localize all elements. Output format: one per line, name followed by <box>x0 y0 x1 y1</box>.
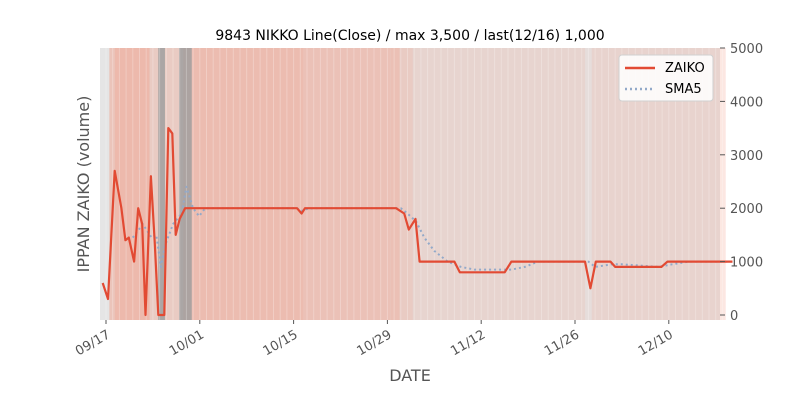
y-axis-label: IPPAN ZAIKO (volume) <box>74 96 93 273</box>
shade-band <box>191 48 304 320</box>
x-axis-label: DATE <box>389 366 431 385</box>
shade-band <box>412 48 586 320</box>
legend-label-sma5: SMA5 <box>665 82 702 97</box>
y-tick-label: 0 <box>730 309 738 324</box>
chart-title: 9843 NIKKO Line(Close) / max 3,500 / las… <box>215 28 604 44</box>
series-line-sma5 <box>131 185 733 271</box>
shade-band <box>303 48 391 320</box>
y-tick-label: 4000 <box>730 95 763 110</box>
x-axis-ticks: 09/17 10/01 10/15 10/29 11/12 11/26 12/10 <box>73 320 676 359</box>
legend: ZAIKO SMA5 <box>618 54 714 102</box>
y-tick-label: 5000 <box>730 42 763 57</box>
y-tick-label: 2000 <box>730 202 763 217</box>
series-line-zaiko <box>101 127 733 317</box>
x-tick-label: 11/12 <box>448 327 488 359</box>
x-tick-label: 12/10 <box>636 327 676 359</box>
y-axis-ticks: 0 1000 2000 3000 4000 5000 <box>720 42 763 324</box>
gray-band <box>179 48 192 320</box>
x-tick-label: 09/17 <box>73 327 113 359</box>
shade-band <box>585 48 592 320</box>
legend-label-zaiko: ZAIKO <box>665 61 705 76</box>
x-tick-label: 10/15 <box>261 327 301 359</box>
legend-box <box>618 54 714 102</box>
x-tick-label: 10/29 <box>354 327 394 359</box>
gray-band <box>158 48 165 320</box>
shade-band <box>399 48 413 320</box>
y-tick-label: 1000 <box>730 256 763 271</box>
shade-band <box>109 48 115 320</box>
x-tick-label: 10/01 <box>167 327 207 359</box>
series-layer <box>101 127 733 317</box>
x-tick-label: 11/26 <box>542 327 582 359</box>
shade-band <box>390 48 400 320</box>
background-bands <box>105 48 726 320</box>
y-tick-label: 3000 <box>730 149 763 164</box>
